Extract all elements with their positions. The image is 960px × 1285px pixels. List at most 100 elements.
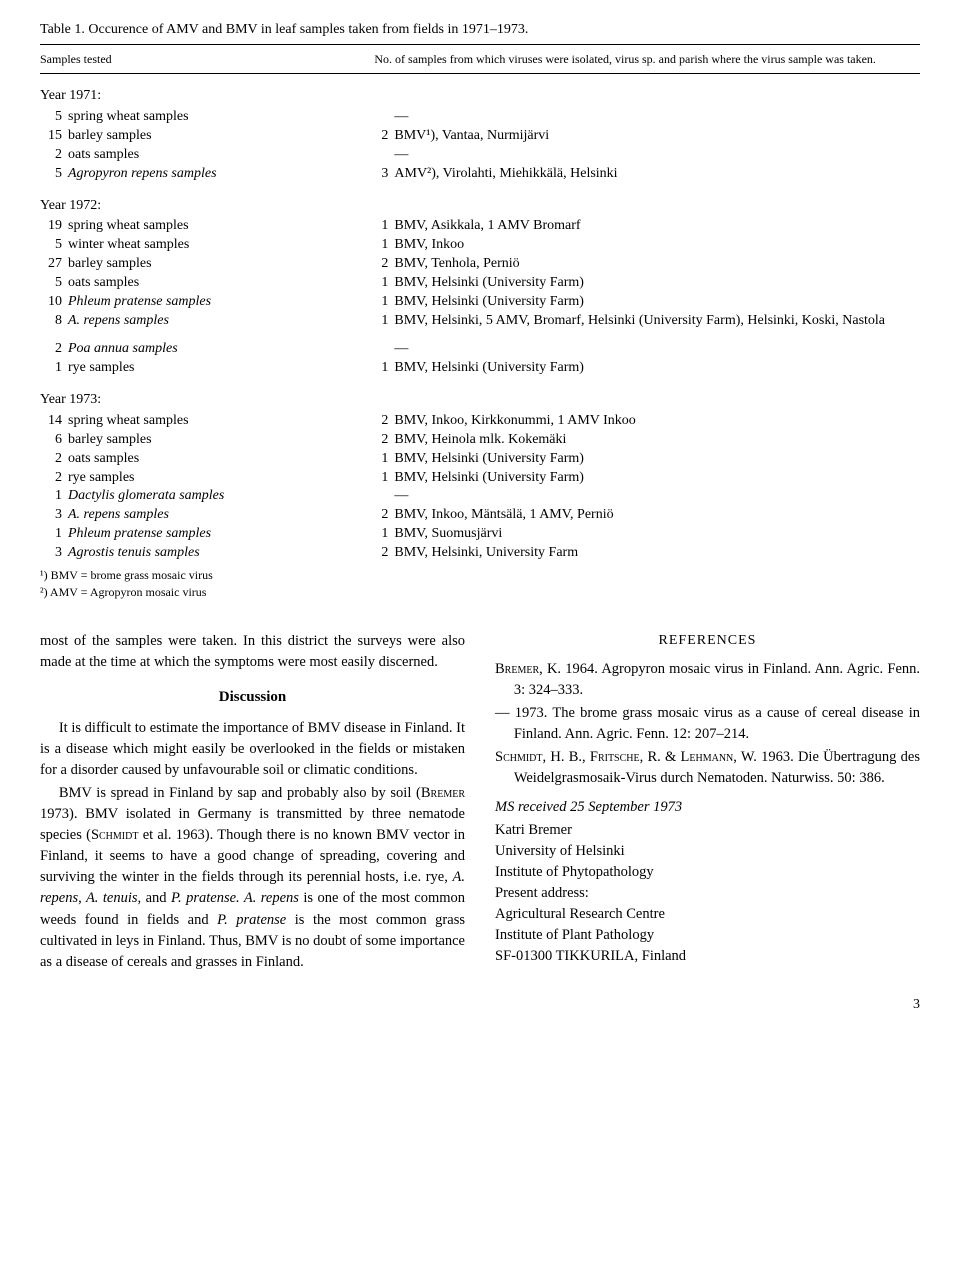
table-row: 19spring wheat samples1BMV, Asikkala, 1 … — [40, 217, 920, 236]
references-heading: REFERENCES — [495, 631, 920, 651]
year-1972-block: Year 1972: 19spring wheat samples1BMV, A… — [40, 196, 920, 379]
sample-name: Agropyron repens samples — [68, 165, 217, 184]
sample-count: 1 — [40, 487, 68, 506]
table-row: 6barley samples2BMV, Heinola mlk. Kokemä… — [40, 431, 920, 450]
sample-count: 5 — [40, 274, 68, 293]
sample-name: barley samples — [68, 127, 152, 146]
result-text: BMV, Helsinki (University Farm) — [394, 274, 584, 293]
result-count: 1 — [374, 217, 394, 236]
sample-count: 2 — [40, 469, 68, 488]
result-text: BMV, Heinola mlk. Kokemäki — [394, 431, 566, 450]
table-row: 1Dactylis glomerata samples— — [40, 487, 920, 506]
table-row: 8A. repens samples1BMV, Helsinki, 5 AMV,… — [40, 312, 920, 331]
result-count — [374, 487, 394, 506]
table-row: 2Poa annua samples— — [40, 340, 920, 359]
sample-name: barley samples — [68, 255, 152, 274]
table-header-col1: Samples tested — [40, 51, 374, 68]
table-header-col2: No. of samples from which viruses were i… — [374, 51, 920, 68]
result-text: BMV, Inkoo, Kirkkonummi, 1 AMV Inkoo — [394, 412, 635, 431]
footnote-2: ²) AMV = Agropyron mosaic virus — [40, 584, 920, 601]
result-count: 1 — [374, 312, 394, 331]
sample-count: 6 — [40, 431, 68, 450]
year-1971-label: Year 1971: — [40, 86, 920, 106]
table-row: 2oats samples — — [40, 146, 920, 165]
sample-count: 1 — [40, 525, 68, 544]
author-address: Katri Bremer University of Helsinki Inst… — [495, 820, 920, 967]
sample-name: oats samples — [68, 450, 139, 469]
table-row: 15barley samples2BMV¹), Vantaa, Nurmijär… — [40, 127, 920, 146]
sample-name: Agrostis tenuis samples — [68, 544, 200, 563]
result-text: BMV, Asikkala, 1 AMV Bromarf — [394, 217, 580, 236]
sample-count: 1 — [40, 359, 68, 378]
table-row: 5spring wheat samples— — [40, 108, 920, 127]
result-text: AMV²), Virolahti, Miehikkälä, Helsinki — [394, 165, 617, 184]
ref-1: Bremer, K. 1964. Agropyron mosaic virus … — [495, 659, 920, 701]
result-count: 2 — [374, 412, 394, 431]
table-row: 2rye samples 1BMV, Helsinki (University F… — [40, 469, 920, 488]
sample-name: A. repens samples — [68, 506, 169, 525]
table-row: 5Agropyron repens samples3AMV²), Virolah… — [40, 165, 920, 184]
sample-name: Poa annua samples — [68, 340, 178, 359]
result-count: 1 — [374, 359, 394, 378]
result-text: BMV, Tenhola, Perniö — [394, 255, 519, 274]
result-count: 1 — [374, 469, 394, 488]
table-row: 10Phleum pratense samples1BMV, Helsinki … — [40, 293, 920, 312]
para-3: BMV is spread in Finland by sap and prob… — [40, 783, 465, 972]
year-1971-block: Year 1971: 5spring wheat samples—15barle… — [40, 86, 920, 183]
ms-received: MS received 25 September 1973 — [495, 797, 920, 818]
sample-count: 27 — [40, 255, 68, 274]
references-block: Bremer, K. 1964. Agropyron mosaic virus … — [495, 659, 920, 789]
result-count — [374, 146, 394, 165]
result-text: BMV, Helsinki (University Farm) — [394, 293, 584, 312]
sample-count: 10 — [40, 293, 68, 312]
result-count: 1 — [374, 450, 394, 469]
sample-count: 2 — [40, 146, 68, 165]
result-text: — — [394, 146, 408, 165]
discussion-heading: Discussion — [40, 687, 465, 709]
result-text: — — [394, 108, 408, 127]
sample-count: 15 — [40, 127, 68, 146]
ref-3: Schmidt, H. B., Fritsche, R. & Lehmann, … — [495, 747, 920, 789]
footnote-1: ¹) BMV = brome grass mosaic virus — [40, 567, 920, 584]
table-rule-after-header — [40, 73, 920, 74]
table-title: Table 1. Occurence of AMV and BMV in lea… — [40, 20, 920, 40]
table-header: Samples tested No. of samples from which… — [40, 49, 920, 70]
result-count — [374, 340, 394, 359]
sample-count: 3 — [40, 544, 68, 563]
year-1973-label: Year 1973: — [40, 390, 920, 410]
result-text: BMV, Helsinki, University Farm — [394, 544, 578, 563]
result-text: BMV¹), Vantaa, Nurmijärvi — [394, 127, 549, 146]
result-text: BMV, Helsinki, 5 AMV, Bromarf, Helsinki … — [394, 312, 885, 331]
result-count: 1 — [374, 293, 394, 312]
para-1: most of the samples were taken. In this … — [40, 631, 465, 673]
table-row: 2oats samples1BMV, Helsinki (University … — [40, 450, 920, 469]
result-count: 2 — [374, 544, 394, 563]
result-text: BMV, Helsinki (University Farm) — [394, 469, 584, 488]
sample-name: winter wheat samples — [68, 236, 189, 255]
sample-name: spring wheat samples — [68, 108, 189, 127]
table-row: 5oats samples1BMV, Helsinki (University … — [40, 274, 920, 293]
result-text: — — [394, 340, 408, 359]
result-text: — — [394, 487, 408, 506]
para-2: It is difficult to estimate the importan… — [40, 718, 465, 781]
sample-name: oats samples — [68, 274, 139, 293]
sample-name: Phleum pratense samples — [68, 525, 211, 544]
sample-count: 3 — [40, 506, 68, 525]
sample-name: oats samples — [68, 146, 139, 165]
year-1972-label: Year 1972: — [40, 196, 920, 216]
table-row: 27barley samples2BMV, Tenhola, Perniö — [40, 255, 920, 274]
table-row: 3A. repens samples2BMV, Inkoo, Mäntsälä,… — [40, 506, 920, 525]
sample-name: spring wheat samples — [68, 412, 189, 431]
sample-count: 14 — [40, 412, 68, 431]
result-count — [374, 108, 394, 127]
table-row: 3Agrostis tenuis samples 2BMV, Helsinki, … — [40, 544, 920, 563]
year-1973-block: Year 1973: 14spring wheat samples2BMV, I… — [40, 390, 920, 563]
table-footnotes: ¹) BMV = brome grass mosaic virus ²) AMV… — [40, 567, 920, 601]
sample-name: rye samples — [68, 469, 134, 488]
body-text: most of the samples were taken. In this … — [40, 631, 920, 975]
table-rule-top — [40, 44, 920, 45]
result-text: BMV, Helsinki (University Farm) — [394, 359, 584, 378]
table-row: 1Phleum pratense samples1BMV, Suomusjärv… — [40, 525, 920, 544]
sample-count: 2 — [40, 450, 68, 469]
result-count: 1 — [374, 236, 394, 255]
